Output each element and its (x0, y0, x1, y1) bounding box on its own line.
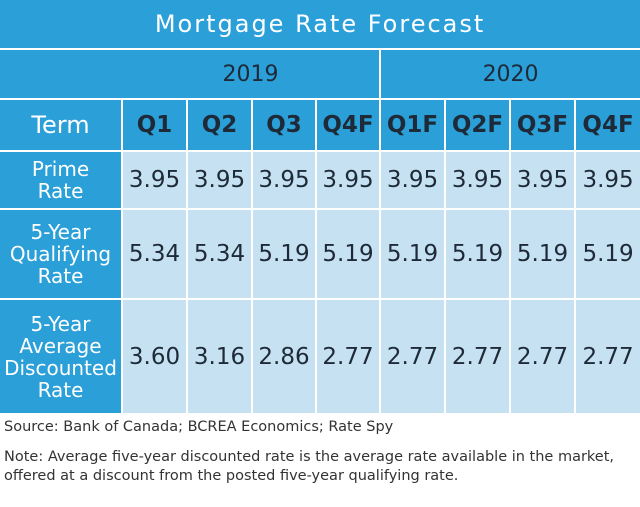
row-label-line: 5-Year (30, 311, 91, 336)
year-header-2020: 2020 (380, 49, 640, 100)
title-row: Mortgage Rate Forecast (0, 0, 640, 50)
year-row: 2019 2020 (0, 49, 640, 100)
term-header: Term (0, 99, 122, 152)
table-cell: 3.16 (186, 299, 252, 415)
table-cell: 5.34 (186, 209, 252, 300)
table-cell: 2.77 (315, 299, 380, 415)
table-cell: 3.95 (444, 151, 510, 210)
table-cell: 3.95 (186, 151, 252, 210)
table-row: 5-Year Qualifying Rate 5.34 5.34 5.19 5.19 5.19… (0, 209, 640, 300)
table-cell: 3.95 (379, 151, 445, 210)
column-header-2: Q2 (186, 99, 252, 152)
table-cell: 5.19 (379, 209, 445, 300)
table-cell: 2.77 (444, 299, 510, 415)
row-label-line: Discounted (4, 355, 117, 380)
table-cell: 3.95 (251, 151, 316, 210)
footnotes: Source: Bank of Canada; BCREA Economics;… (4, 418, 636, 486)
row-label-line: Prime (31, 157, 90, 181)
table-body: Prime Rate 3.95 3.95 3.95 3.95 3.95 3.95 3.95 3.9… (0, 151, 640, 415)
column-header-row: Term Q1 Q2 Q3 Q4F Q1F Q2F Q3F Q4F (0, 99, 640, 152)
table-cell: 5.34 (121, 209, 187, 300)
column-header-1: Q1 (121, 99, 187, 152)
column-header-3: Q3 (251, 99, 316, 152)
column-header-5: Q1F (379, 99, 445, 152)
table-cell: 2.77 (573, 299, 640, 415)
source-note: Source: Bank of Canada; BCREA Economics;… (4, 419, 394, 435)
table-cell: 5.19 (444, 209, 510, 300)
table-cell: 5.19 (315, 209, 380, 300)
year-header-2019: 2019 (122, 49, 381, 100)
table-cell: 5.19 (509, 209, 575, 300)
mortgage-rate-table: Mortgage Rate Forecast 2019 2020 Term Q1 Q2… (0, 0, 640, 415)
definition-note: Note: Average five-year discounted rate … (4, 449, 615, 484)
row-label: 5-Year Qualifying Rate (0, 209, 122, 300)
table-cell: 2.86 (251, 299, 316, 415)
row-label: Prime Rate (0, 151, 122, 210)
table-cell: 2.77 (509, 299, 575, 415)
table-cell: 2.77 (379, 299, 445, 415)
table-cell: 3.60 (121, 299, 187, 415)
column-header-7: Q3F (509, 99, 575, 152)
row-label-line: Qualifying (9, 242, 112, 266)
row-label-line: Rate (37, 264, 84, 288)
table-cell: 3.95 (121, 151, 187, 210)
row-label-line: Average (19, 333, 102, 358)
table-row: Prime Rate 3.95 3.95 3.95 3.95 3.95 3.95 3.95 3.9… (0, 151, 640, 210)
table-cell: 3.95 (509, 151, 575, 210)
table-cell: 3.95 (573, 151, 640, 210)
column-header-4: Q4F (315, 99, 380, 152)
row-label: 5-Year Average Discounted Rate (0, 299, 122, 415)
year-row-spacer (0, 49, 122, 100)
table-cell: 3.95 (315, 151, 380, 210)
table-cell: 5.19 (573, 209, 640, 300)
table-row: 5-Year Average Discounted Rate 3.60 3.16 2.86 2… (0, 299, 640, 415)
row-label-line: Rate (37, 179, 84, 203)
table-cell: 5.19 (251, 209, 316, 300)
table-title: Mortgage Rate Forecast (0, 0, 640, 50)
row-label-line: Rate (37, 377, 84, 402)
column-header-6: Q2F (444, 99, 510, 152)
row-label-line: 5-Year (30, 220, 91, 244)
column-header-8: Q4F (573, 99, 640, 152)
